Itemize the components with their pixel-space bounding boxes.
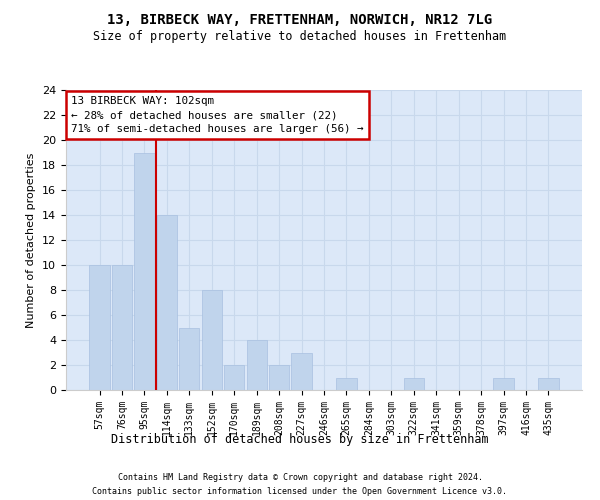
- Bar: [337, 378, 356, 390]
- Text: 13 BIRBECK WAY: 102sqm
← 28% of detached houses are smaller (22)
71% of semi-det: 13 BIRBECK WAY: 102sqm ← 28% of detached…: [71, 96, 364, 134]
- Bar: [404, 378, 424, 390]
- Bar: [157, 215, 177, 390]
- Bar: [134, 152, 155, 390]
- Text: Contains public sector information licensed under the Open Government Licence v3: Contains public sector information licen…: [92, 488, 508, 496]
- Bar: [112, 265, 132, 390]
- Text: 13, BIRBECK WAY, FRETTENHAM, NORWICH, NR12 7LG: 13, BIRBECK WAY, FRETTENHAM, NORWICH, NR…: [107, 12, 493, 26]
- Y-axis label: Number of detached properties: Number of detached properties: [26, 152, 37, 328]
- Text: Distribution of detached houses by size in Frettenham: Distribution of detached houses by size …: [111, 432, 489, 446]
- Text: Size of property relative to detached houses in Frettenham: Size of property relative to detached ho…: [94, 30, 506, 43]
- Bar: [493, 378, 514, 390]
- Text: Contains HM Land Registry data © Crown copyright and database right 2024.: Contains HM Land Registry data © Crown c…: [118, 472, 482, 482]
- Bar: [538, 378, 559, 390]
- Bar: [202, 290, 222, 390]
- Bar: [224, 365, 244, 390]
- Bar: [269, 365, 289, 390]
- Bar: [292, 352, 311, 390]
- Bar: [247, 340, 267, 390]
- Bar: [179, 328, 199, 390]
- Bar: [89, 265, 110, 390]
